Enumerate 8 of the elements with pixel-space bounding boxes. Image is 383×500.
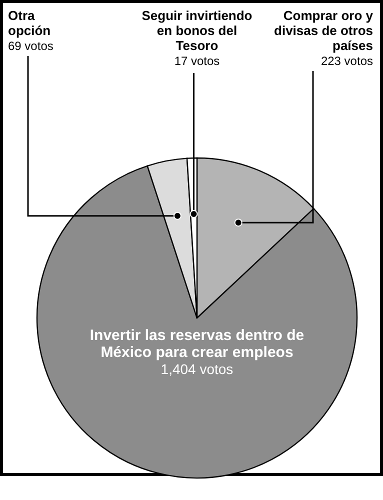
slice-label: Otra opción — [8, 8, 51, 38]
data-label: 17 votos — [174, 54, 220, 68]
slice-label: Invertir las reservas dentro de México para crear empleos — [90, 327, 304, 361]
data-label: 1,404 votos — [160, 361, 234, 377]
data-label: 69 votos — [8, 39, 54, 53]
slice-label: Seguir invirtiendo en bonos del Tesoro — [142, 8, 252, 53]
data-label: 223 votos — [320, 54, 373, 68]
slice-label: Comprar oro y divisas de otros países — [274, 8, 374, 53]
